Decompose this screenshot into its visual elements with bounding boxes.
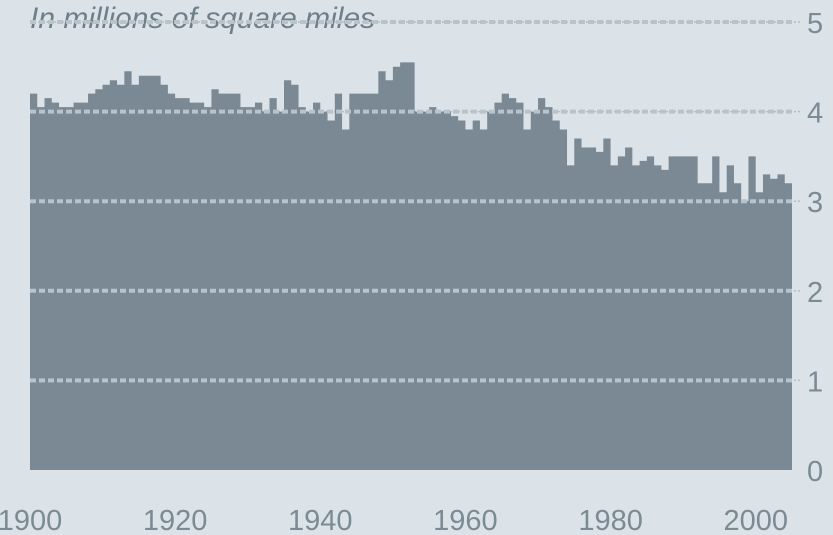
x-tick-1960: 1960 (433, 505, 498, 535)
x-tick-1940: 1940 (288, 505, 353, 535)
x-tick-1920: 1920 (143, 505, 208, 535)
x-axis-ticks: 1900 1920 1940 1960 1980 2000 (0, 505, 788, 535)
x-tick-1980: 1980 (578, 505, 643, 535)
x-tick-2000: 2000 (723, 505, 788, 535)
y-tick-4: 4 (807, 98, 823, 130)
y-tick-5: 5 (807, 8, 823, 40)
y-tick-1: 1 (807, 366, 823, 398)
x-tick-1900: 1900 (0, 505, 62, 535)
ice-extent-area (30, 62, 792, 470)
y-axis-ticks: 0 1 2 3 4 5 (807, 8, 823, 488)
y-tick-2: 2 (807, 277, 823, 309)
y-tick-3: 3 (807, 187, 823, 219)
chart-subtitle: In millions of square miles (30, 2, 375, 35)
y-tick-0: 0 (807, 456, 823, 488)
gridlines-over-area (30, 20, 792, 383)
